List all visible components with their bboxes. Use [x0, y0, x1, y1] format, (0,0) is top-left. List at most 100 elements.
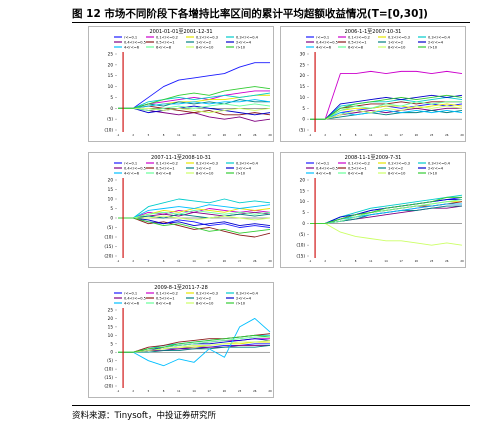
x-tick-label: 20: [415, 133, 419, 137]
series-line-9: [310, 199, 463, 224]
legend-label: 0.1<r<=0.2: [156, 161, 178, 165]
series-line-11: [310, 196, 462, 224]
x-tick-label: 23: [238, 259, 242, 263]
legend-label: r<=0.1: [316, 161, 329, 165]
y-tick-label: (20): [104, 384, 113, 389]
series-line-8: [118, 204, 271, 219]
x-tick-label: 29: [460, 259, 464, 263]
x-tick-label: 29: [268, 133, 272, 137]
x-tick-label: 2: [132, 133, 134, 137]
series-line-6: [118, 345, 271, 353]
x-tick-label: 14: [192, 389, 196, 393]
x-tick-label: 5: [340, 259, 342, 263]
legend-label: 8<r<=10: [196, 171, 214, 175]
x-tick-label: 8: [355, 259, 357, 263]
series-line-3: [310, 96, 463, 120]
legend-label: 1<r<=2: [388, 40, 403, 44]
chart-svg: 2008-11-1至2009-7-31 r<=0.1 0.1<r<=0.2 0.2<r…: [280, 152, 466, 268]
series-line-0: [118, 62, 270, 109]
legend-label: 0.4<r<=0.5: [316, 40, 338, 44]
y-tick-label: 20: [108, 316, 114, 321]
x-tick-label: 20: [415, 259, 419, 263]
legend-label: 2<r<=4: [236, 40, 252, 44]
series-line-11: [118, 217, 271, 234]
x-tick-label: 17: [208, 133, 212, 137]
y-tick-label: 15: [300, 84, 306, 89]
x-tick-label: 23: [430, 259, 434, 263]
legend-label: 0.3<r<=0.4: [236, 35, 259, 39]
y-tick-label: 0: [110, 106, 113, 111]
y-tick-label: (5): [299, 128, 305, 133]
x-tick-label: -1: [117, 133, 120, 137]
x-tick-label: 20: [223, 133, 227, 137]
chart-panel-1: 2001-01-01至2001-12-31 r<=0.1 0.1<r<=0.2 0.2…: [88, 26, 274, 142]
series-line-3: [118, 92, 271, 109]
y-tick-label: (10): [104, 367, 113, 372]
legend-label: r<=0.1: [124, 161, 137, 165]
legend-label: 1<r<=2: [388, 166, 403, 170]
series-line-3: [118, 198, 271, 219]
y-tick-label: 5: [110, 206, 113, 211]
y-tick-label: 0: [302, 117, 305, 122]
series-line-7: [310, 94, 463, 120]
legend-label: 0.3<r<=0.4: [428, 161, 451, 165]
y-tick-label: (10): [104, 128, 113, 133]
chart-panel-3: 2007-11-1至2008-10-31 r<=0.1 0.1<r<=0.2 0.2<…: [88, 152, 274, 268]
legend-label: 8<r<=10: [196, 301, 214, 305]
x-tick-label: 8: [355, 133, 357, 137]
chart-frame: [88, 26, 274, 142]
legend-label: r>10: [236, 45, 246, 49]
y-tick-label: 15: [108, 324, 114, 329]
legend-label: 4<r<=6: [124, 301, 140, 305]
legend-label: 0.1<r<=0.2: [348, 161, 370, 165]
series-line-7: [118, 105, 271, 116]
legend-label: 0.2<r<=0.3: [388, 35, 410, 39]
y-tick-label: (15): [296, 254, 305, 259]
chart-panel-5: 2009-8-1至2011-7-28 r<=0.1 0.1<r<=0.2 0.2<r<…: [88, 282, 274, 398]
x-tick-label: 5: [148, 259, 150, 263]
legend-label: 0.5<r<=1: [156, 40, 175, 44]
series-line-10: [118, 107, 271, 114]
legend-label: 0.4<r<=0.5: [316, 166, 338, 170]
y-tick-label: 15: [300, 188, 306, 193]
legend-label: r<=0.1: [124, 291, 137, 295]
x-tick-label: 5: [148, 389, 150, 393]
x-tick-label: 23: [238, 133, 242, 137]
y-tick-label: (10): [104, 235, 113, 240]
y-tick-label: 20: [300, 178, 306, 183]
legend-label: 1<r<=2: [196, 40, 211, 44]
legend-label: r>10: [236, 301, 246, 305]
chart-frame: [88, 152, 274, 268]
legend-label: 0.4<r<=0.5: [124, 296, 146, 300]
legend-label: r>10: [236, 171, 246, 175]
series-line-10: [118, 215, 271, 221]
series-line-1: [310, 70, 463, 120]
legend-label: 0.3<r<=0.4: [236, 161, 259, 165]
legend-label: 4<r<=6: [316, 45, 332, 49]
y-tick-label: 20: [108, 178, 114, 183]
series-line-9: [118, 209, 271, 219]
y-tick-label: 10: [108, 84, 114, 89]
x-tick-label: 14: [192, 133, 196, 137]
legend-label: 4<r<=6: [316, 171, 332, 175]
x-tick-label: 23: [238, 389, 242, 393]
y-tick-label: (5): [107, 117, 113, 122]
x-tick-label: 14: [192, 259, 196, 263]
x-tick-label: 2: [132, 389, 134, 393]
x-tick-label: 8: [163, 259, 165, 263]
chart-frame: [280, 26, 466, 142]
legend-label: 8<r<=10: [388, 45, 406, 49]
legend-label: 1<r<=2: [196, 296, 211, 300]
series-line-7: [118, 217, 271, 227]
x-tick-label: 17: [400, 133, 404, 137]
x-tick-label: 29: [460, 133, 464, 137]
y-tick-label: 0: [302, 221, 305, 226]
y-tick-label: 0: [110, 216, 113, 221]
y-tick-label: (5): [107, 225, 113, 230]
series-line-11: [310, 94, 463, 120]
x-tick-label: -1: [309, 259, 312, 263]
y-tick-label: (10): [296, 243, 305, 248]
y-tick-label: 5: [302, 210, 305, 215]
x-tick-label: 14: [384, 259, 388, 263]
x-tick-label: 11: [369, 133, 373, 137]
